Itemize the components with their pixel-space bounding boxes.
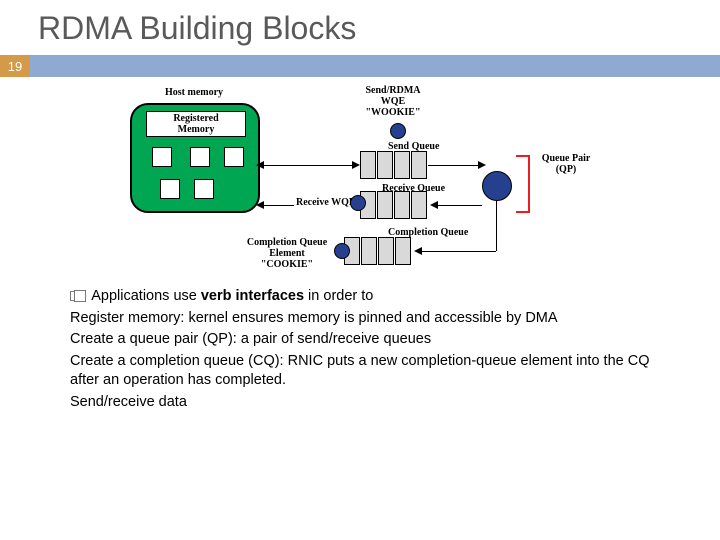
- registered-memory-label: RegisteredMemory: [146, 111, 246, 137]
- queue-slot: [377, 151, 393, 179]
- diagram: Host memory RegisteredMemory Send/RDMA W…: [100, 83, 620, 283]
- cqe-label: Completion Queue Element "COOKIE": [242, 237, 332, 270]
- registered-memory-box: RegisteredMemory: [130, 103, 260, 213]
- qp-bracket: [516, 155, 530, 213]
- qp-circle: [482, 171, 512, 201]
- page-title: RDMA Building Blocks: [0, 0, 720, 55]
- arrow-head: [256, 161, 264, 169]
- receive-wqe-label: Receive WQE: [296, 197, 356, 208]
- send-wqe-circle: [390, 123, 406, 139]
- intro-line: Applications use verb interfaces in orde…: [70, 287, 670, 307]
- queue-slot: [394, 191, 410, 219]
- body-p1: Register memory: kernel ensures memory i…: [70, 309, 670, 329]
- cqe-circle: [334, 243, 350, 259]
- queue-slot: [361, 237, 377, 265]
- bullet-icon: [70, 291, 80, 301]
- slide-number: 19: [0, 55, 30, 77]
- arrow: [428, 165, 480, 166]
- mem-cell: [190, 147, 210, 167]
- arrow-head: [352, 161, 360, 169]
- body-p2: Create a queue pair (QP): a pair of send…: [70, 330, 670, 350]
- host-memory-label: Host memory: [165, 87, 223, 98]
- receive-wqe-circle: [350, 195, 366, 211]
- arrow-head: [256, 201, 264, 209]
- mem-cell: [194, 179, 214, 199]
- connector: [496, 201, 497, 251]
- queue-slot: [411, 191, 427, 219]
- body-p4: Send/receive data: [70, 393, 670, 413]
- queue-slot: [395, 237, 411, 265]
- arrow: [420, 251, 486, 252]
- body-text: Applications use verb interfaces in orde…: [0, 287, 720, 412]
- queue-slot: [411, 151, 427, 179]
- body-p3: Create a completion queue (CQ): RNIC put…: [70, 352, 670, 391]
- arrow: [438, 205, 482, 206]
- queue-slot: [394, 151, 410, 179]
- mem-cell: [152, 147, 172, 167]
- queue-slot: [377, 191, 393, 219]
- arrow: [262, 205, 294, 206]
- queue-slot: [378, 237, 394, 265]
- arrow-head: [414, 247, 422, 255]
- mem-cell: [224, 147, 244, 167]
- queue-slot: [360, 151, 376, 179]
- mem-cell: [160, 179, 180, 199]
- arrow: [486, 251, 496, 252]
- arrow-head: [430, 201, 438, 209]
- send-wqe-label: Send/RDMA WQE "WOOKIE": [358, 85, 428, 118]
- arrow-head: [478, 161, 486, 169]
- qp-label: Queue Pair(QP): [536, 153, 596, 175]
- slide-bar: 19: [0, 55, 720, 77]
- arrow: [262, 165, 358, 166]
